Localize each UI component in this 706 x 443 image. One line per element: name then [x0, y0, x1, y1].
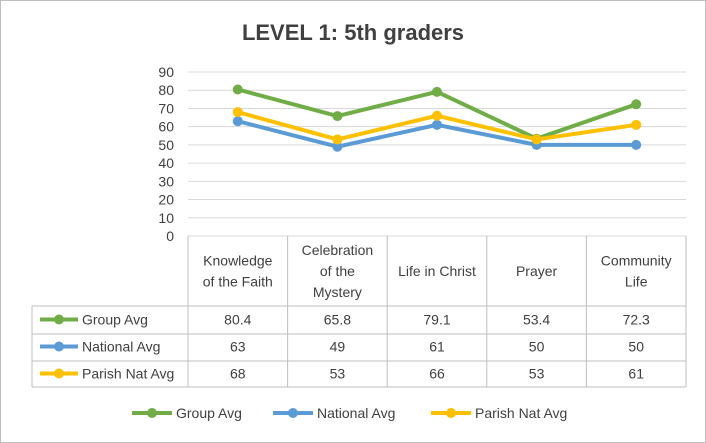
- category-label: Celebration: [302, 242, 374, 258]
- table-value-cell: 50: [628, 339, 644, 355]
- table-value-cell: 53: [529, 366, 545, 382]
- legend-key-marker: [446, 408, 456, 418]
- data-point: [432, 86, 442, 97]
- table-series-name: Parish Nat Avg: [82, 366, 174, 382]
- y-tick-label-40: 40: [158, 155, 174, 171]
- y-tick-label-10: 10: [158, 210, 174, 226]
- table-legend-key-marker: [54, 368, 64, 379]
- data-point: [432, 119, 442, 130]
- table-value-cell: 72.3: [623, 312, 650, 328]
- y-tick-label-50: 50: [158, 137, 174, 153]
- legend-key-marker: [147, 408, 157, 418]
- table-value-cell: 65.8: [324, 312, 351, 328]
- legend-key-marker: [288, 408, 298, 418]
- data-point: [232, 84, 243, 95]
- category-label: Life: [625, 274, 648, 290]
- table-series-name: National Avg: [82, 339, 160, 355]
- category-label: Mystery: [313, 284, 362, 300]
- y-tick-label-70: 70: [158, 100, 174, 116]
- table-value-cell: 63: [230, 339, 246, 355]
- table-value-cell: 53: [330, 366, 346, 382]
- table-series-name: Group Avg: [82, 312, 148, 328]
- legend-label: National Avg: [317, 405, 395, 421]
- table-value-cell: 61: [628, 366, 644, 382]
- chart-title: LEVEL 1: 5th graders: [242, 20, 464, 45]
- legend-label: Group Avg: [176, 405, 242, 421]
- table-value-cell: 66: [429, 366, 445, 382]
- category-label: Life in Christ: [398, 263, 476, 279]
- table-legend-key-marker: [54, 341, 64, 352]
- y-tick-label-0: 0: [166, 228, 174, 244]
- data-point: [332, 134, 343, 145]
- y-tick-label-90: 90: [158, 64, 174, 80]
- data-point: [232, 107, 243, 118]
- data-point: [232, 116, 243, 127]
- data-point: [631, 139, 642, 150]
- category-label: of the: [320, 263, 355, 279]
- y-axis: 0 10 20 30 40 50 60 70 80 90: [158, 64, 174, 244]
- table-value-cell: 79.1: [423, 312, 450, 328]
- series-lines: [232, 84, 642, 152]
- table-value-cell: 49: [330, 339, 346, 355]
- data-table: Knowledge of the Faith Celebration of the My…: [31, 236, 687, 388]
- legend: Group Avg National Avg Parish Nat Avg: [132, 405, 567, 421]
- table-legend-key-marker: [54, 314, 64, 325]
- table-value-cell: 80.4: [224, 312, 251, 328]
- y-tick-label-80: 80: [158, 82, 174, 98]
- table-value-cell: 53.4: [523, 312, 550, 328]
- category-label: Knowledge: [203, 253, 272, 269]
- table-value-cell: 61: [429, 339, 445, 355]
- category-label: of the Faith: [203, 274, 273, 290]
- data-point: [332, 141, 343, 152]
- data-point: [531, 134, 542, 145]
- y-tick-label-20: 20: [158, 192, 174, 208]
- category-label: Prayer: [516, 263, 558, 279]
- table-value-cell: 68: [230, 366, 246, 382]
- table-value-cell: 50: [529, 339, 545, 355]
- legend-label: Parish Nat Avg: [475, 405, 567, 421]
- data-point: [432, 110, 442, 121]
- data-point: [631, 119, 642, 130]
- data-point: [631, 99, 642, 110]
- data-point: [332, 111, 343, 122]
- category-label: Community: [601, 253, 672, 269]
- y-tick-label-30: 30: [158, 173, 174, 189]
- y-tick-label-60: 60: [158, 119, 174, 135]
